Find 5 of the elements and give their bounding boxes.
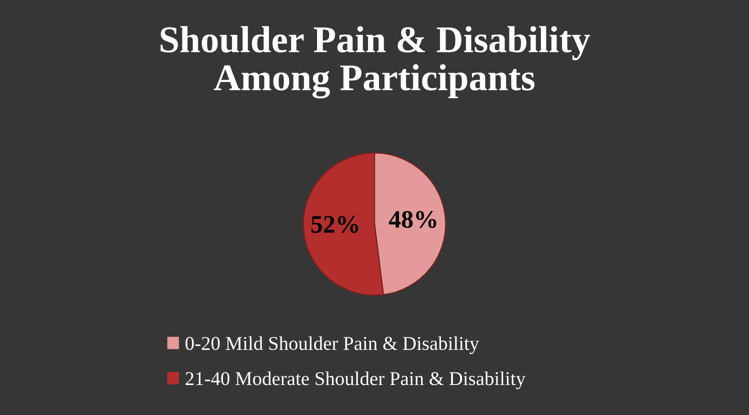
- legend-label: 21-40 Moderate Shoulder Pain & Disability: [186, 372, 526, 390]
- chart-title: Shoulder Pain & Disability Among Participants: [160, 26, 590, 98]
- legend-label: 0-20 Mild Shoulder Pain & Disability: [186, 336, 480, 354]
- data-label: 52%: [311, 216, 358, 233]
- data-label: 48%: [388, 211, 436, 228]
